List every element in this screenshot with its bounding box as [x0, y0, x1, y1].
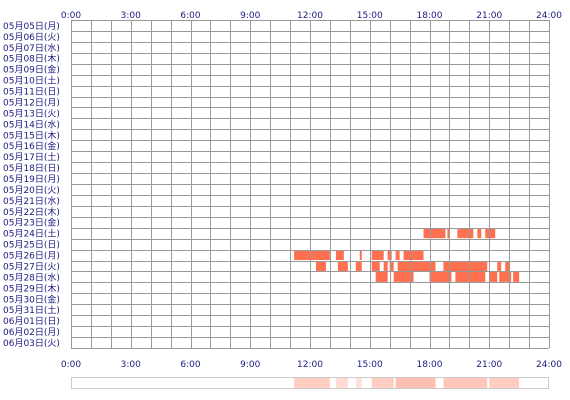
row-label: 05月23日(金): [3, 217, 60, 229]
activity-bar: [389, 261, 394, 271]
x-tick-label-top: 9:00: [240, 11, 260, 21]
activity-marks: [294, 228, 520, 282]
row-label: 05月12日(月): [3, 97, 60, 108]
activity-bar: [513, 271, 520, 282]
row-label: 05月28日(水): [3, 271, 60, 283]
x-tick-label-top: 24:00: [536, 11, 562, 21]
row-label: 05月15日(木): [3, 129, 60, 141]
x-tick-label-bottom: 6:00: [180, 360, 200, 370]
x-tick-label-bottom: 18:00: [417, 360, 443, 370]
row-label: 05月26日(月): [3, 251, 60, 262]
summary-band: [355, 377, 362, 388]
row-label: 05月11日(日): [3, 87, 60, 98]
row-label: 05月17日(土): [3, 151, 60, 163]
summary-band: [371, 377, 394, 388]
activity-bar: [375, 271, 388, 282]
row-label: 06月01日(日): [3, 316, 60, 327]
x-tick-label-top: 21:00: [476, 11, 502, 21]
summary-band: [395, 377, 436, 388]
activity-bar: [423, 228, 446, 239]
activity-bar: [383, 261, 388, 271]
x-tick-label-top: 18:00: [417, 11, 443, 21]
row-label: 05月14日(水): [3, 118, 60, 130]
row-label: 05月18日(日): [3, 163, 60, 174]
row-label: 05月24日(土): [3, 228, 60, 240]
activity-bar: [443, 261, 488, 271]
row-label: 05月07日(水): [3, 42, 60, 54]
activity-bar: [395, 250, 400, 261]
activity-bar: [455, 271, 486, 282]
row-label: 05月29日(木): [3, 282, 60, 294]
summary-band: [294, 377, 330, 388]
activity-bar: [335, 250, 344, 261]
activity-bar: [477, 228, 482, 239]
x-tick-label-top: 6:00: [180, 11, 200, 21]
activity-bar: [393, 271, 414, 282]
row-label: 05月13日(火): [3, 108, 60, 119]
activity-bar: [315, 261, 326, 271]
summary-strip: [71, 377, 549, 389]
activity-bar: [371, 261, 380, 271]
activity-bar: [447, 228, 450, 239]
activity-bar: [499, 271, 512, 282]
summary-band: [443, 377, 488, 388]
activity-bar: [457, 228, 474, 239]
activity-bar: [397, 261, 436, 271]
activity-bar: [337, 261, 348, 271]
x-tick-label-bottom: 15:00: [357, 360, 383, 370]
activity-bar: [485, 228, 496, 239]
row-label: 05月30日(金): [3, 293, 60, 305]
row-label: 05月22日(木): [3, 206, 60, 218]
summary-frame: [71, 377, 549, 389]
x-tick-label-bottom: 3:00: [121, 360, 141, 370]
row-label: 05月06日(火): [3, 32, 60, 43]
row-label: 05月21日(水): [3, 195, 60, 207]
x-tick-label-bottom: 9:00: [240, 360, 260, 370]
activity-bar: [294, 250, 330, 261]
row-label: 05月25日(日): [3, 240, 60, 251]
activity-bar: [355, 261, 362, 271]
summary-band: [335, 377, 348, 388]
x-axis-bottom: 0:00 3:00 6:00 9:00 12:00 15:00 18:00 21:00 24:0…: [61, 360, 562, 370]
activity-bar: [387, 250, 392, 261]
row-label: 05月10日(土): [3, 75, 60, 87]
row-label: 05月19日(月): [3, 174, 60, 185]
activity-bar: [429, 271, 452, 282]
grid-lines: [71, 20, 550, 349]
row-label: 05月20日(火): [3, 185, 60, 196]
row-label: 05月05日(月): [3, 21, 60, 32]
x-tick-label-top: 12:00: [297, 11, 323, 21]
activity-bar: [497, 261, 502, 271]
row-label: 05月27日(火): [3, 261, 60, 272]
activity-bar: [359, 250, 362, 261]
row-label: 05月16日(金): [3, 140, 60, 152]
summary-band: [489, 377, 520, 388]
x-axis-top: 0:00 3:00 6:00 9:00 12:00 15:00 18:00 21:00 24:0…: [61, 11, 562, 21]
activity-bar: [489, 271, 498, 282]
x-tick-label-bottom: 21:00: [476, 360, 502, 370]
x-tick-label-top: 15:00: [357, 11, 383, 21]
x-tick-label-top: 0:00: [61, 11, 81, 21]
activity-bar: [371, 250, 384, 261]
x-tick-label-top: 3:00: [121, 11, 141, 21]
row-label: 05月09日(金): [3, 64, 60, 76]
activity-bar: [403, 250, 424, 261]
row-label: 06月02日(月): [3, 327, 60, 338]
x-tick-label-bottom: 12:00: [297, 360, 323, 370]
row-label: 05月31日(土): [3, 304, 60, 316]
row-label: 05月08日(木): [3, 53, 60, 65]
x-tick-label-bottom: 24:00: [536, 360, 562, 370]
x-tick-label-bottom: 0:00: [61, 360, 81, 370]
row-label: 06月03日(火): [3, 338, 60, 349]
y-axis-labels: 05月05日(月)05月06日(火)05月07日(水)05月08日(木)05月0…: [3, 21, 60, 349]
activity-bar: [505, 261, 510, 271]
